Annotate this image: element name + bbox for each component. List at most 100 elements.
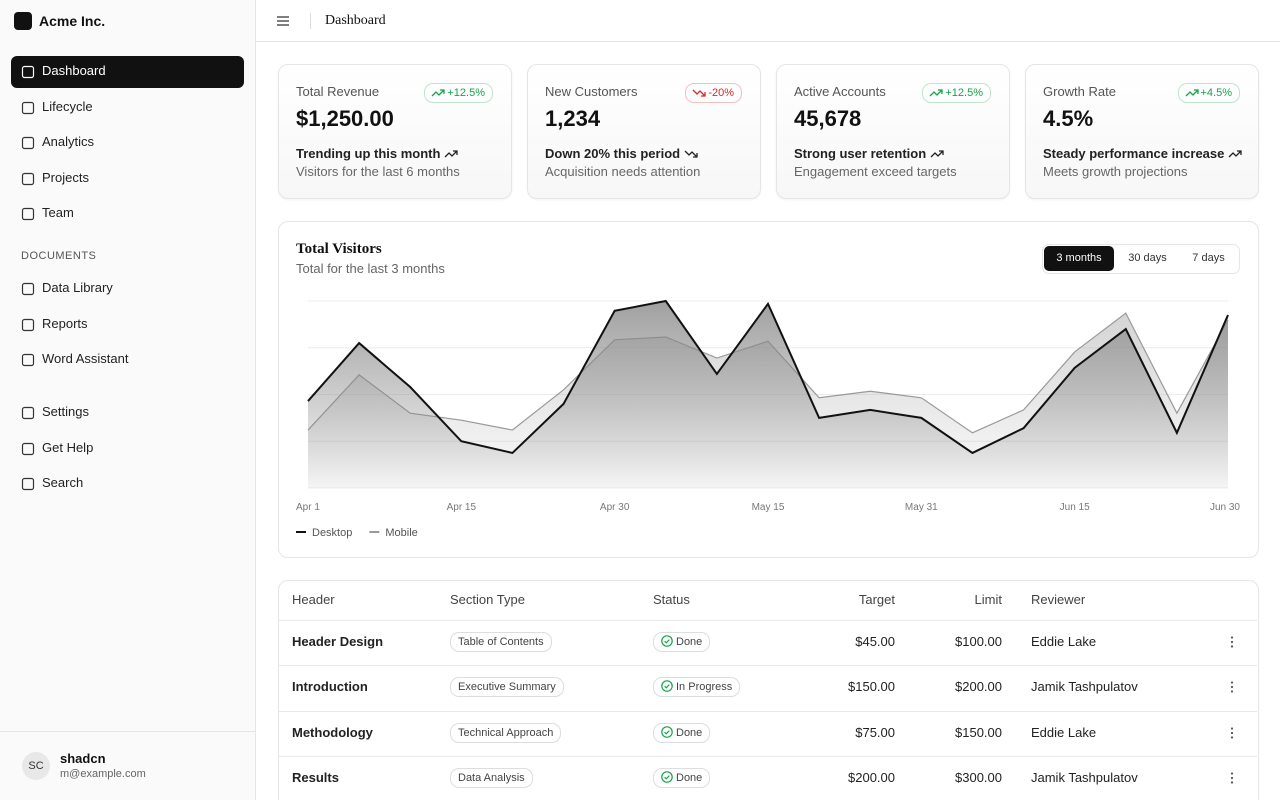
icon[interactable] — [1225, 680, 1239, 694]
nav-item[interactable]: Lifecycle — [42, 98, 93, 114]
card-value: 4.5% — [1043, 106, 1094, 131]
nav-item[interactable]: Projects — [42, 169, 89, 185]
x-tick-label: Jun 30 — [1210, 502, 1240, 513]
range-option[interactable]: 30 days — [1128, 252, 1167, 264]
icon — [661, 771, 673, 783]
series-line — [307, 299, 1229, 455]
brand-logo — [14, 12, 32, 30]
nav-item[interactable]: Word Assistant — [42, 351, 129, 366]
x-tick-label: May 15 — [752, 502, 785, 513]
table-cell: $150.00 — [848, 679, 895, 695]
icon — [21, 442, 35, 455]
nav-item[interactable]: Get Help — [42, 439, 94, 455]
icon — [21, 318, 35, 331]
brand-name[interactable]: Acme Inc. — [39, 13, 106, 29]
icon — [661, 725, 673, 738]
icon[interactable] — [1225, 726, 1239, 740]
table-cell: $100.00 — [955, 634, 1002, 649]
x-tick-label: May 31 — [905, 502, 938, 513]
card-note: Meets growth projections — [1043, 164, 1188, 179]
user-divider — [0, 731, 255, 732]
icon — [1185, 89, 1199, 97]
icon[interactable] — [1225, 635, 1239, 649]
table-card — [278, 580, 1259, 800]
icon — [21, 101, 35, 114]
card-trend: Steady performance increase — [1043, 146, 1225, 161]
table-cell: Results — [292, 769, 339, 785]
nav-item[interactable]: Team — [42, 205, 74, 220]
icon — [692, 89, 706, 97]
status-badge: Done — [653, 767, 711, 788]
table-cell: $200.00 — [848, 769, 895, 785]
card-note: Engagement exceed targets — [794, 164, 957, 179]
nav-item[interactable]: Analytics — [42, 134, 95, 149]
card-value: $1,250.00 — [296, 106, 394, 131]
table-cell: Jamik Tashpulatov — [1031, 769, 1138, 785]
status-badge: Done — [653, 632, 711, 652]
card-title: New Customers — [545, 84, 638, 99]
nav-item[interactable]: Search — [42, 475, 84, 490]
card-value: 1,234 — [545, 106, 601, 131]
card-title: Growth Rate — [1043, 84, 1116, 99]
nav-active — [11, 56, 244, 88]
area-chart: Apr 1 Apr 15 Apr 30 May 15 May 31 Jun 15 Jun 3… — [296, 299, 1240, 539]
card-badge: +12.5% — [922, 83, 991, 103]
stat-card — [1025, 64, 1259, 199]
card-trend: Down 20% this period — [545, 146, 681, 161]
table-cell: Methodology — [292, 724, 373, 740]
icon — [21, 136, 35, 150]
card-title: Active Accounts — [794, 84, 886, 99]
x-tick-label: Apr 30 — [600, 502, 630, 513]
avatar: SC — [22, 752, 50, 780]
card-badge: +12.5% — [424, 83, 493, 103]
user-name[interactable]: shadcn — [60, 751, 106, 766]
nav-item[interactable]: Dashboard — [42, 63, 106, 78]
table-cell: $75.00 — [855, 724, 895, 740]
icon[interactable] — [1225, 771, 1239, 785]
x-tick-label: Apr 15 — [447, 502, 477, 513]
table-cell: Eddie Lake — [1031, 724, 1097, 740]
icon — [431, 89, 446, 97]
legend-label: Mobile — [385, 527, 417, 539]
chart-subtitle: Total for the last 3 months — [296, 261, 445, 276]
card-value: 45,678 — [794, 106, 862, 131]
card-note: Visitors for the last 6 months — [296, 164, 460, 179]
table-cell: Limit — [974, 592, 1002, 607]
nav-item[interactable]: Reports — [42, 315, 88, 331]
menu-icon[interactable] — [276, 14, 290, 28]
row-divider — [279, 710, 1257, 712]
card-trend: Trending up this month — [296, 146, 441, 161]
table-cell: Reviewer — [1031, 592, 1086, 607]
header-divider — [310, 13, 311, 29]
icon — [684, 150, 698, 158]
icon — [21, 207, 35, 221]
table-cell: $200.00 — [955, 679, 1002, 695]
chart-title serif: Total Visitors — [296, 241, 382, 257]
section-badge: Executive Summary — [450, 677, 564, 698]
section-badge: Technical Approach — [450, 722, 562, 743]
card-note: Acquisition needs attention — [545, 164, 701, 179]
card-trend: Strong user retention — [794, 146, 927, 161]
table-cell: Status — [653, 592, 690, 607]
range-option[interactable]: 3 months — [1044, 246, 1114, 271]
table-cell: $45.00 — [855, 634, 895, 649]
icon — [444, 150, 459, 158]
table-cell: $300.00 — [955, 769, 1002, 785]
card-badge: +4.5% — [1177, 83, 1240, 103]
table-cell: Target — [858, 592, 895, 607]
table-cell: Jamik Tashpulatov — [1031, 679, 1138, 695]
table-cell: Header Design — [292, 634, 384, 649]
range-option[interactable]: 7 days — [1192, 252, 1225, 264]
icon — [21, 353, 35, 367]
icon — [21, 282, 35, 296]
card-badge: -20% — [685, 83, 742, 103]
icon — [661, 635, 673, 647]
table-cell: Introduction — [292, 679, 368, 695]
table-cell: $150.00 — [955, 724, 1002, 740]
nav-item[interactable]: Settings — [42, 404, 89, 419]
nav-item[interactable]: Data Library — [42, 280, 113, 295]
range-toggle — [1042, 244, 1240, 274]
icon — [929, 89, 944, 97]
icon — [661, 680, 673, 693]
